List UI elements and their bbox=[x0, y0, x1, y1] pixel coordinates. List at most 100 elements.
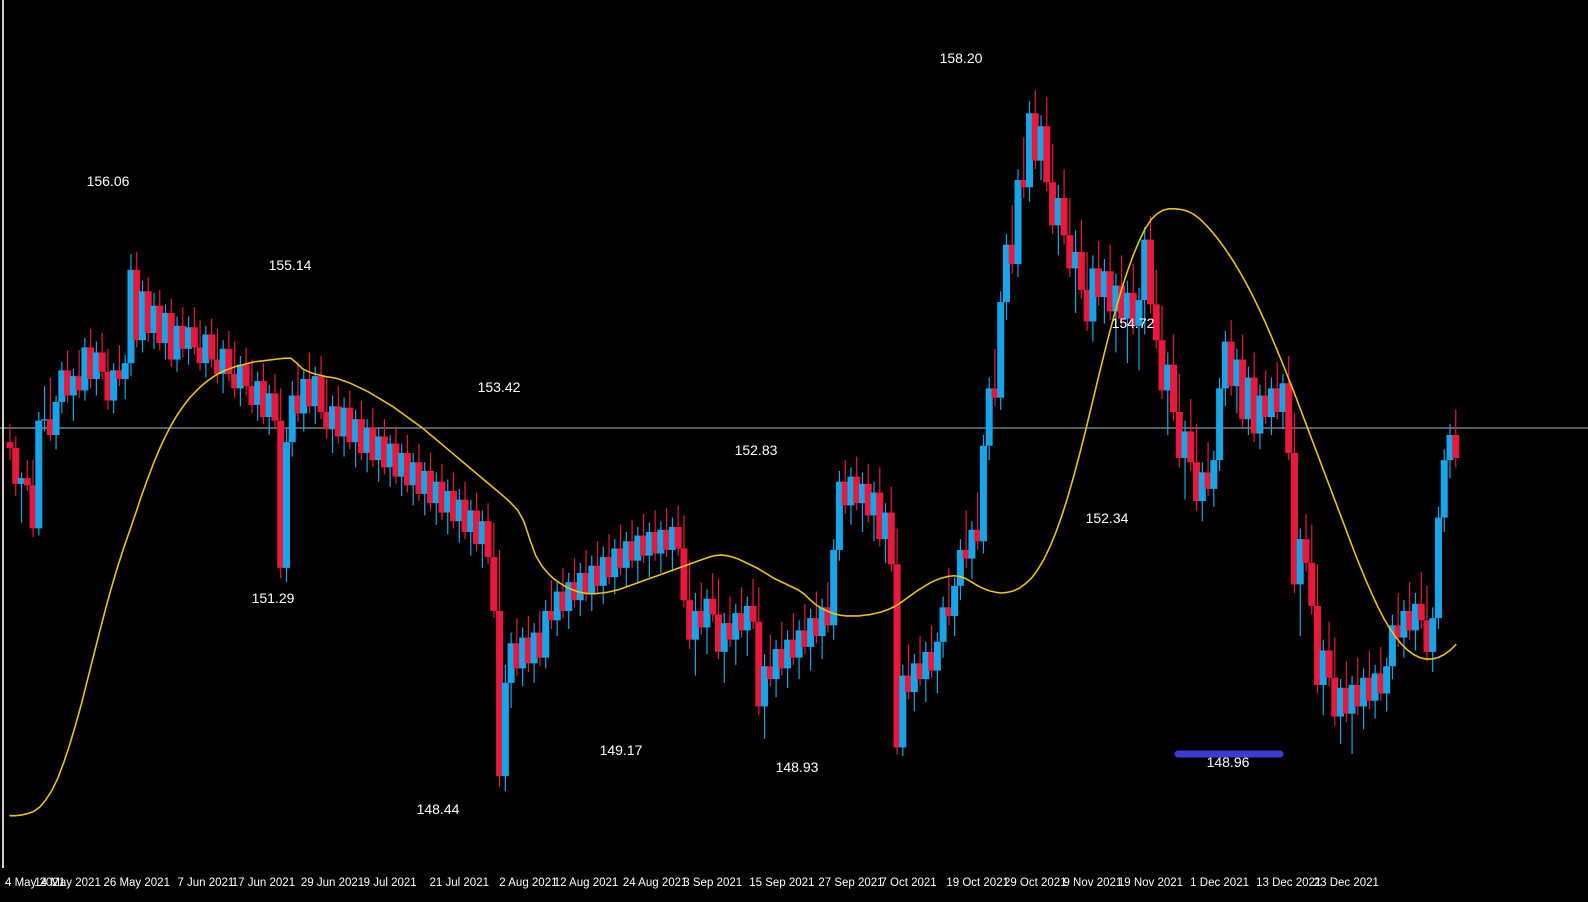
candlestick[interactable] bbox=[1031, 90, 1039, 170]
candlestick[interactable] bbox=[640, 514, 648, 563]
candlestick[interactable] bbox=[311, 366, 319, 425]
candlestick[interactable] bbox=[455, 488, 463, 543]
candlestick[interactable] bbox=[75, 350, 83, 398]
candlestick[interactable] bbox=[766, 634, 774, 687]
candlestick[interactable] bbox=[617, 524, 625, 576]
candlestick[interactable] bbox=[709, 572, 717, 622]
candlestick[interactable] bbox=[490, 522, 498, 619]
candlestick[interactable] bbox=[196, 320, 204, 371]
candlestick[interactable] bbox=[282, 427, 290, 583]
candlestick[interactable] bbox=[1354, 657, 1362, 716]
candlestick[interactable] bbox=[870, 481, 878, 542]
candlestick[interactable] bbox=[778, 621, 786, 676]
candlestick[interactable] bbox=[150, 292, 158, 349]
candlestick[interactable] bbox=[18, 472, 26, 523]
candlestick[interactable] bbox=[167, 298, 175, 367]
candlestick[interactable] bbox=[1302, 514, 1310, 572]
candlestick[interactable] bbox=[847, 467, 855, 525]
candlestick[interactable] bbox=[1233, 348, 1241, 414]
candlestick[interactable] bbox=[306, 352, 314, 414]
candlestick[interactable] bbox=[807, 608, 815, 671]
candlestick[interactable] bbox=[905, 644, 913, 700]
candlestick[interactable] bbox=[352, 409, 360, 468]
candlestick[interactable] bbox=[12, 436, 20, 497]
candlestick[interactable] bbox=[1181, 420, 1189, 500]
candlestick[interactable] bbox=[265, 384, 273, 435]
candlestick[interactable] bbox=[714, 578, 722, 660]
candlestick[interactable] bbox=[1239, 334, 1247, 428]
candlestick[interactable] bbox=[1095, 241, 1103, 306]
candlestick[interactable] bbox=[1377, 646, 1385, 701]
candlestick[interactable] bbox=[789, 613, 797, 665]
candlestick[interactable] bbox=[686, 560, 694, 650]
candlestick[interactable] bbox=[835, 470, 843, 561]
candlestick[interactable] bbox=[668, 517, 676, 572]
candlestick[interactable] bbox=[933, 632, 941, 694]
candlestick[interactable] bbox=[951, 577, 959, 637]
candlestick[interactable] bbox=[271, 373, 279, 428]
candlestick[interactable] bbox=[386, 435, 394, 487]
candlestick[interactable] bbox=[824, 582, 832, 633]
candlestick[interactable] bbox=[1123, 280, 1131, 364]
candlestick[interactable] bbox=[87, 328, 95, 389]
candlestick[interactable] bbox=[1152, 269, 1160, 349]
candlestick[interactable] bbox=[162, 304, 170, 360]
candlestick[interactable] bbox=[858, 472, 866, 532]
candlestick[interactable] bbox=[657, 521, 665, 573]
candlestick[interactable] bbox=[1440, 449, 1448, 532]
candlestick[interactable] bbox=[1400, 600, 1408, 658]
candlestick[interactable] bbox=[519, 627, 527, 687]
candlestick[interactable] bbox=[559, 567, 567, 619]
candlestick[interactable] bbox=[1193, 424, 1201, 512]
candlestick[interactable] bbox=[357, 400, 365, 461]
candlestick[interactable] bbox=[680, 515, 688, 608]
candlestick[interactable] bbox=[1273, 361, 1281, 420]
candlestick[interactable] bbox=[1072, 230, 1080, 313]
candlestick[interactable] bbox=[1262, 370, 1270, 425]
candlestick[interactable] bbox=[208, 318, 216, 367]
candlestick[interactable] bbox=[1049, 144, 1057, 234]
candlestick[interactable] bbox=[1054, 185, 1062, 256]
candlestick[interactable] bbox=[772, 639, 780, 698]
candlestick[interactable] bbox=[438, 463, 446, 520]
candlestick[interactable] bbox=[945, 567, 953, 626]
candlestick[interactable] bbox=[784, 630, 792, 688]
candlestick[interactable] bbox=[645, 522, 653, 578]
candlestick[interactable] bbox=[651, 510, 659, 561]
candlestick[interactable] bbox=[1296, 528, 1304, 637]
candlestick[interactable] bbox=[219, 340, 227, 394]
candlestick[interactable] bbox=[887, 486, 895, 572]
candlestick[interactable] bbox=[732, 603, 740, 665]
candlestick[interactable] bbox=[1331, 637, 1339, 726]
candlestick[interactable] bbox=[398, 443, 406, 497]
candlestick[interactable] bbox=[553, 582, 561, 637]
candlestick[interactable] bbox=[634, 526, 642, 583]
candlestick[interactable] bbox=[1216, 377, 1224, 471]
candlestick[interactable] bbox=[530, 623, 538, 683]
candlestick[interactable] bbox=[294, 361, 302, 423]
candlestick[interactable] bbox=[956, 539, 964, 601]
candlestick[interactable] bbox=[1135, 287, 1143, 371]
candlestick[interactable] bbox=[1423, 585, 1431, 662]
candlestick[interactable] bbox=[1394, 593, 1402, 647]
candlestick[interactable] bbox=[962, 510, 970, 568]
candlestick[interactable] bbox=[1170, 334, 1178, 421]
candlestick[interactable] bbox=[1066, 198, 1074, 277]
candlestick[interactable] bbox=[92, 341, 100, 396]
candlestick[interactable] bbox=[1325, 621, 1333, 687]
candlestick[interactable] bbox=[1083, 251, 1091, 331]
candlestick[interactable] bbox=[248, 359, 256, 414]
candlestick[interactable] bbox=[334, 386, 342, 444]
candlestick[interactable] bbox=[853, 456, 861, 511]
candlestick[interactable] bbox=[801, 603, 809, 655]
candlestick[interactable] bbox=[1037, 115, 1045, 181]
candlestick[interactable] bbox=[403, 435, 411, 493]
candlestick[interactable] bbox=[35, 412, 43, 536]
candlestick[interactable] bbox=[547, 580, 555, 629]
candlestick[interactable] bbox=[594, 541, 602, 593]
candlestick[interactable] bbox=[605, 534, 613, 585]
candlestick[interactable] bbox=[611, 539, 619, 595]
candlestick[interactable] bbox=[628, 519, 636, 568]
candlestick[interactable] bbox=[69, 368, 77, 421]
